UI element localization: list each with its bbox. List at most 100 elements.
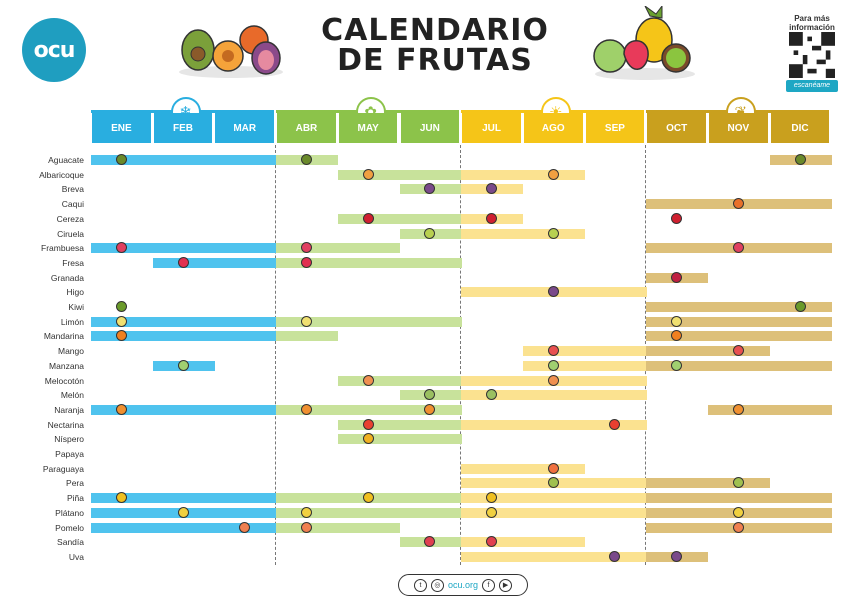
melocotón-icon (547, 374, 559, 386)
season-bar-segment (584, 507, 647, 518)
melón-icon (486, 389, 498, 401)
season-bar-segment (91, 522, 154, 533)
albaricoque-icon (547, 168, 559, 180)
season-bar-segment (769, 199, 832, 210)
aguacate-icon (300, 154, 312, 165)
footer-url[interactable]: ocu.org (447, 580, 479, 590)
season-bar-segment (584, 478, 647, 489)
season-bar-segment (522, 537, 586, 548)
mandarina-icon (115, 330, 127, 342)
fruit-name: Uva (68, 551, 84, 562)
fruit-name: Piña (66, 493, 84, 504)
season-bar-segment (399, 316, 462, 327)
month-oct: OCT (647, 113, 706, 143)
naranja-icon (424, 403, 436, 415)
season-bar-segment (152, 522, 215, 533)
higo-icon (547, 286, 559, 298)
fruit-name: Melón (60, 390, 84, 401)
season-bar-segment (646, 346, 709, 357)
twitter-icon[interactable]: t (413, 578, 427, 592)
manzana-icon (177, 359, 189, 371)
season-bar-segment (708, 360, 771, 371)
fruit-name: Sandía (57, 537, 84, 548)
season-bar-segment (646, 243, 709, 254)
month-jul: JUL (462, 113, 521, 143)
limón-icon (300, 315, 312, 327)
fruit-name: Nectarina (47, 419, 84, 430)
season-bar-segment (337, 404, 400, 415)
fruit-name: Naranja (54, 404, 84, 415)
season-bar-segment (522, 507, 586, 518)
fruit-name: Melocotón (44, 375, 84, 386)
season-divider (460, 145, 462, 565)
plátano-icon (486, 506, 498, 518)
fresa-icon (300, 256, 312, 268)
season-bar-segment (399, 493, 462, 504)
pera-icon (732, 477, 744, 489)
instagram-icon[interactable]: ◎ (430, 578, 444, 592)
season-bar-segment (399, 375, 462, 386)
season-bar-segment (152, 404, 215, 415)
season-bar-segment (214, 155, 277, 165)
limón-icon (115, 315, 127, 327)
qr-code[interactable] (789, 32, 835, 78)
mandarina-icon (671, 330, 683, 342)
frambuesa-icon (732, 242, 744, 254)
season-bar-segment (646, 302, 709, 312)
granada-icon (671, 271, 683, 283)
naranja-icon (115, 403, 127, 415)
header-fruits-left-illustration (179, 25, 283, 78)
season-bar-segment (276, 331, 339, 342)
fruit-name: Mango (58, 346, 84, 357)
piña-icon (486, 492, 498, 504)
facebook-icon[interactable]: f (482, 578, 496, 592)
fruit-name: Limón (60, 316, 84, 327)
kiwi-icon (115, 301, 127, 312)
season-bar-segment (769, 522, 832, 533)
fruit-name: Ciruela (57, 228, 84, 239)
season-bar-segment (708, 493, 771, 504)
month-may: MAY (338, 113, 398, 143)
frambuesa-icon (300, 242, 312, 254)
season-bar-segment (646, 199, 709, 210)
season-bar-segment (91, 507, 154, 518)
mango-icon (547, 345, 559, 357)
season-bar-segment (152, 316, 215, 327)
season-bar-segment (584, 360, 647, 371)
melón-icon (424, 389, 436, 401)
season-bar-segment (214, 243, 277, 254)
uva-icon (671, 550, 683, 562)
season-bar-segment (646, 522, 709, 533)
season-bar-segment (584, 287, 647, 298)
uva-icon (609, 550, 621, 562)
fruit-name: Fresa (62, 257, 84, 268)
season-bar-segment (708, 302, 771, 312)
season-bar-segment (461, 228, 524, 239)
aguacate-icon (794, 154, 806, 165)
season-bar-segment (214, 493, 277, 504)
season-bar-segment (337, 507, 400, 518)
manzana-icon (671, 359, 683, 371)
sandía-icon (486, 536, 498, 548)
season-bar-segment (522, 551, 586, 562)
season-bar-segment (214, 257, 277, 268)
season-bar-segment (399, 434, 462, 445)
naranja-icon (300, 403, 312, 415)
season-bar-segment (337, 257, 400, 268)
season-bar-segment (584, 390, 647, 401)
header-fruits-right-illustration (593, 6, 695, 80)
month-ago: AGO (523, 113, 583, 143)
fruit-name: Níspero (54, 434, 84, 445)
youtube-icon[interactable]: ▶ (499, 578, 513, 592)
pomelo-icon (732, 521, 744, 533)
fruit-name: Papaya (55, 449, 84, 459)
season-bar-segment (461, 169, 524, 180)
fruit-name: Caqui (61, 199, 84, 210)
season-bar-segment (769, 404, 832, 415)
season-bar-segment (769, 331, 832, 342)
season-bar-segment (769, 316, 832, 327)
season-bar-segment (461, 478, 524, 489)
pera-icon (547, 477, 559, 489)
kiwi-icon (794, 301, 806, 312)
season-bar-segment (708, 331, 771, 342)
